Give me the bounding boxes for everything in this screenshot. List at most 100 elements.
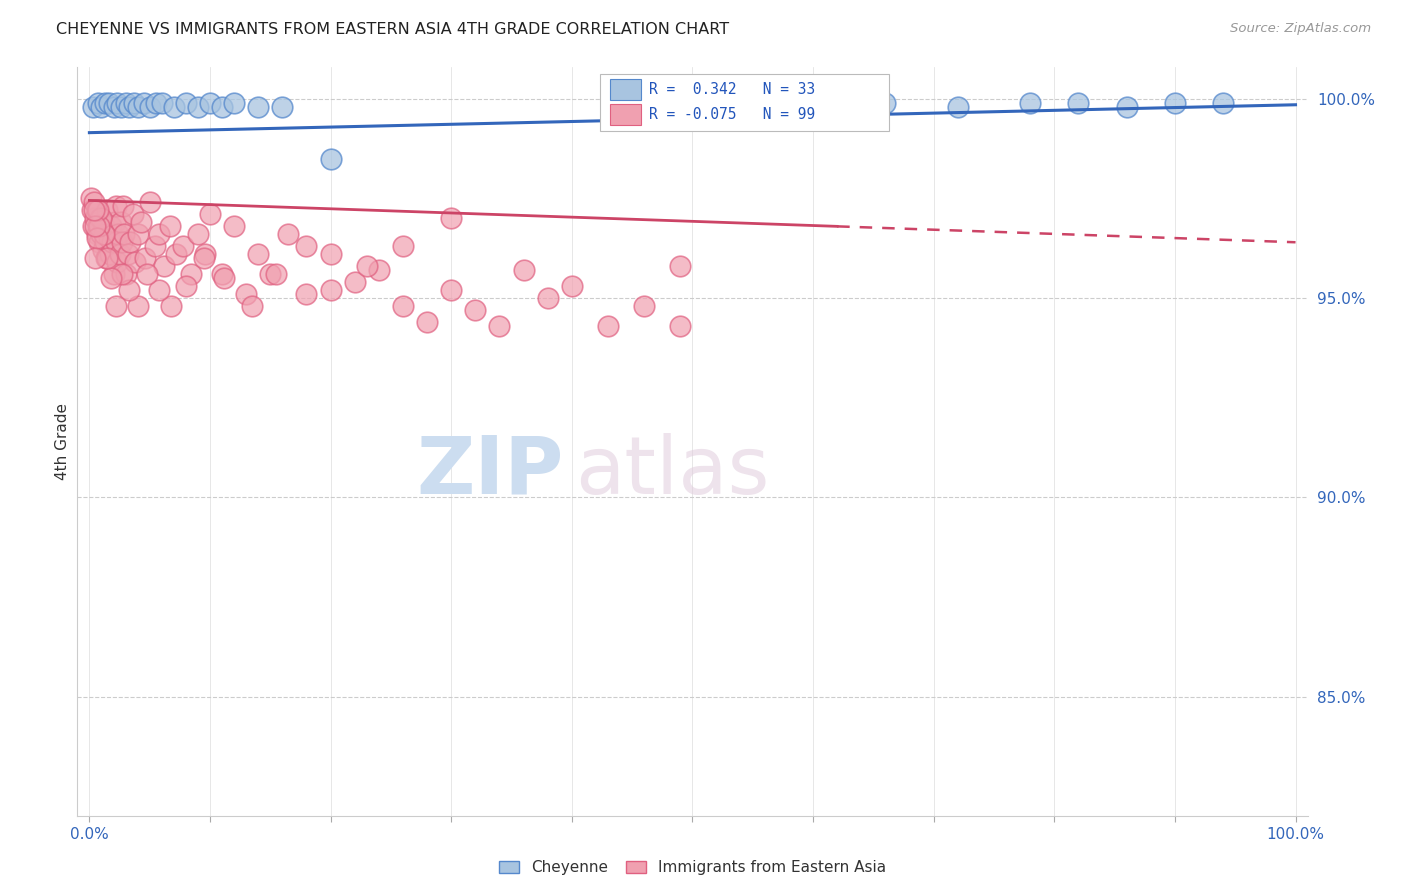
Point (277, 227, 299, 242)
Point (240, 299, 263, 313)
Point (669, 259, 692, 273)
Point (163, 100, 186, 114)
Point (319, 283, 342, 297)
Point (105, 255, 128, 269)
Point (295, 239, 318, 253)
Point (117, 247, 139, 261)
Point (343, 275, 366, 289)
Point (84, 251, 107, 265)
Point (87, 219, 110, 234)
Text: ZIP: ZIP (416, 433, 564, 510)
Point (114, 95, 136, 110)
Point (537, 291, 560, 305)
Point (114, 267, 136, 281)
Point (93, 219, 115, 234)
Point (1212, 95, 1234, 110)
Point (143, 239, 166, 253)
Point (98, 247, 121, 261)
Legend: Cheyenne, Immigrants from Eastern Asia: Cheyenne, Immigrants from Eastern Asia (494, 855, 891, 880)
Point (100, 271, 122, 285)
Point (104, 235, 127, 250)
Point (89, 211, 111, 226)
Point (174, 95, 197, 110)
Point (83, 203, 105, 218)
Point (96, 203, 118, 218)
Point (103, 267, 125, 281)
Point (488, 318, 510, 333)
Point (121, 207, 143, 221)
Point (104, 199, 127, 213)
Point (100, 219, 122, 234)
Point (90, 100, 112, 114)
Point (356, 259, 378, 273)
Point (91, 244, 114, 258)
Point (875, 95, 897, 110)
Point (110, 100, 132, 114)
Point (778, 100, 800, 114)
Point (367, 263, 389, 277)
Point (97, 231, 120, 245)
Point (101, 235, 124, 250)
Point (108, 247, 131, 261)
Point (90, 211, 112, 226)
Point (118, 283, 141, 297)
Point (669, 318, 692, 333)
Point (122, 95, 145, 110)
Point (136, 267, 159, 281)
Point (214, 271, 236, 285)
Point (247, 100, 270, 114)
Point (440, 211, 463, 226)
Point (187, 100, 209, 114)
Point (96, 251, 118, 265)
Point (112, 199, 135, 213)
Point (104, 215, 127, 229)
Point (132, 95, 155, 110)
Point (84, 219, 107, 234)
Point (127, 100, 149, 114)
Point (150, 95, 173, 110)
Point (165, 247, 187, 261)
Point (392, 299, 415, 313)
Point (174, 279, 197, 293)
Point (80, 203, 103, 218)
Text: R = -0.075   N = 99: R = -0.075 N = 99 (650, 107, 815, 122)
Text: Source: ZipAtlas.com: Source: ZipAtlas.com (1230, 22, 1371, 36)
Point (247, 247, 270, 261)
Point (211, 100, 233, 114)
Point (148, 227, 170, 242)
Point (110, 215, 132, 229)
Point (266, 267, 288, 281)
Point (93, 227, 115, 242)
Point (224, 95, 246, 110)
Point (596, 318, 619, 333)
Point (120, 235, 142, 250)
Point (83, 195, 105, 210)
Point (512, 263, 534, 277)
Point (392, 239, 415, 253)
Point (103, 100, 125, 114)
Point (127, 299, 149, 313)
Text: R =  0.342   N = 33: R = 0.342 N = 33 (650, 82, 815, 96)
Point (84, 211, 107, 226)
Point (1067, 95, 1090, 110)
Text: CHEYENNE VS IMMIGRANTS FROM EASTERN ASIA 4TH GRADE CORRELATION CHART: CHEYENNE VS IMMIGRANTS FROM EASTERN ASIA… (56, 22, 730, 37)
FancyBboxPatch shape (610, 78, 641, 100)
Point (86, 203, 108, 218)
Point (416, 315, 439, 329)
Point (138, 100, 160, 114)
FancyBboxPatch shape (600, 74, 890, 130)
Point (1164, 95, 1187, 110)
Point (138, 195, 160, 210)
Point (112, 227, 135, 242)
Point (111, 235, 134, 250)
Point (946, 100, 969, 114)
Point (87, 219, 110, 234)
Point (87, 203, 110, 218)
Point (224, 219, 246, 234)
Point (193, 251, 215, 265)
Point (105, 95, 128, 110)
Point (118, 100, 141, 114)
Point (211, 267, 233, 281)
Point (94, 95, 117, 110)
Y-axis label: 4th Grade: 4th Grade (55, 403, 70, 480)
